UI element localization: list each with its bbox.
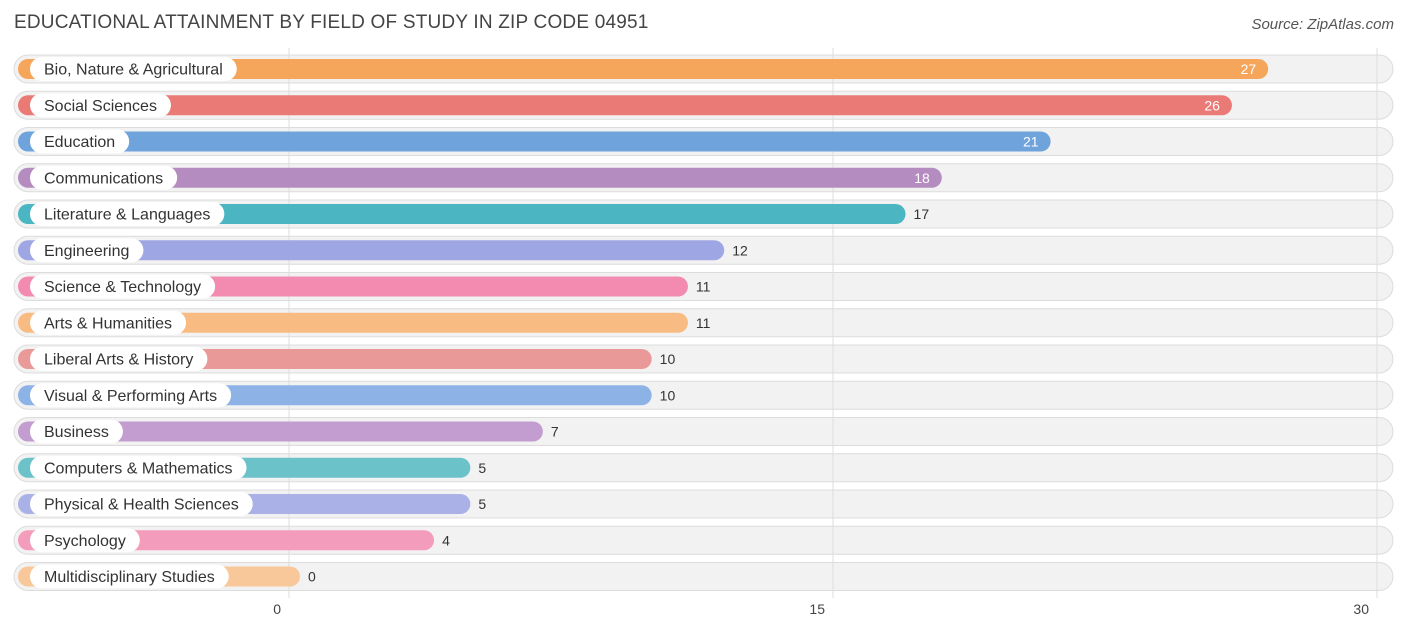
value-label: 17 <box>914 206 930 222</box>
category-label: Psychology <box>44 533 126 550</box>
label-pill <box>30 238 144 263</box>
bar[interactable] <box>18 240 725 261</box>
label-pill <box>30 202 225 226</box>
label-pill <box>30 419 123 444</box>
bar[interactable] <box>18 421 543 442</box>
value-label: 10 <box>660 387 676 403</box>
value-label: 5 <box>478 460 486 476</box>
category-label: Education <box>44 134 115 151</box>
bar[interactable] <box>18 167 942 188</box>
bar[interactable] <box>18 95 1232 116</box>
category-label: Social Sciences <box>44 98 157 115</box>
x-tick-label: 30 <box>1353 601 1369 617</box>
label-pill <box>30 564 229 589</box>
row-background <box>13 562 1394 591</box>
source-note: Source: ZipAtlas.com <box>1251 16 1394 33</box>
value-label: 27 <box>1241 61 1257 77</box>
label-pill <box>30 383 232 408</box>
label-pill <box>30 455 247 480</box>
value-label: 7 <box>551 424 559 440</box>
label-pill <box>30 57 237 81</box>
category-label: Computers & Mathematics <box>44 460 233 477</box>
value-label: 21 <box>1023 134 1039 150</box>
category-label: Communications <box>44 170 163 187</box>
label-pill <box>30 310 187 335</box>
bar[interactable] <box>18 59 1269 79</box>
label-pill <box>30 492 253 516</box>
label-pill <box>30 165 178 190</box>
value-label: 5 <box>478 496 486 512</box>
category-label: Liberal Arts & History <box>44 352 193 369</box>
category-label: Arts & Humanities <box>44 315 172 332</box>
value-label: 12 <box>732 242 748 258</box>
category-label: Science & Technology <box>44 279 201 296</box>
value-label: 11 <box>696 279 711 295</box>
value-label: 11 <box>696 315 711 331</box>
x-tick-label: 15 <box>809 601 825 617</box>
category-label: Business <box>44 424 109 441</box>
label-pill <box>30 93 171 118</box>
label-pill <box>30 129 130 154</box>
bar[interactable] <box>18 131 1051 152</box>
bar[interactable] <box>18 312 688 333</box>
label-pill <box>30 274 216 299</box>
value-label: 0 <box>308 569 316 585</box>
value-label: 10 <box>660 351 676 367</box>
value-label: 18 <box>914 170 930 186</box>
chart-title: EDUCATIONAL ATTAINMENT BY FIELD OF STUDY… <box>14 12 649 33</box>
category-label: Visual & Performing Arts <box>44 388 217 405</box>
x-tick-label: 0 <box>273 601 281 617</box>
bar[interactable] <box>18 204 906 224</box>
category-label: Engineering <box>44 243 129 260</box>
category-label: Physical & Health Sciences <box>44 497 239 514</box>
value-label: 26 <box>1204 97 1220 113</box>
label-pill <box>30 347 208 371</box>
value-label: 4 <box>442 532 450 548</box>
category-label: Literature & Languages <box>44 207 210 224</box>
category-label: Multidisciplinary Studies <box>44 569 215 586</box>
category-label: Bio, Nature & Agricultural <box>44 62 223 79</box>
label-pill <box>30 528 140 553</box>
